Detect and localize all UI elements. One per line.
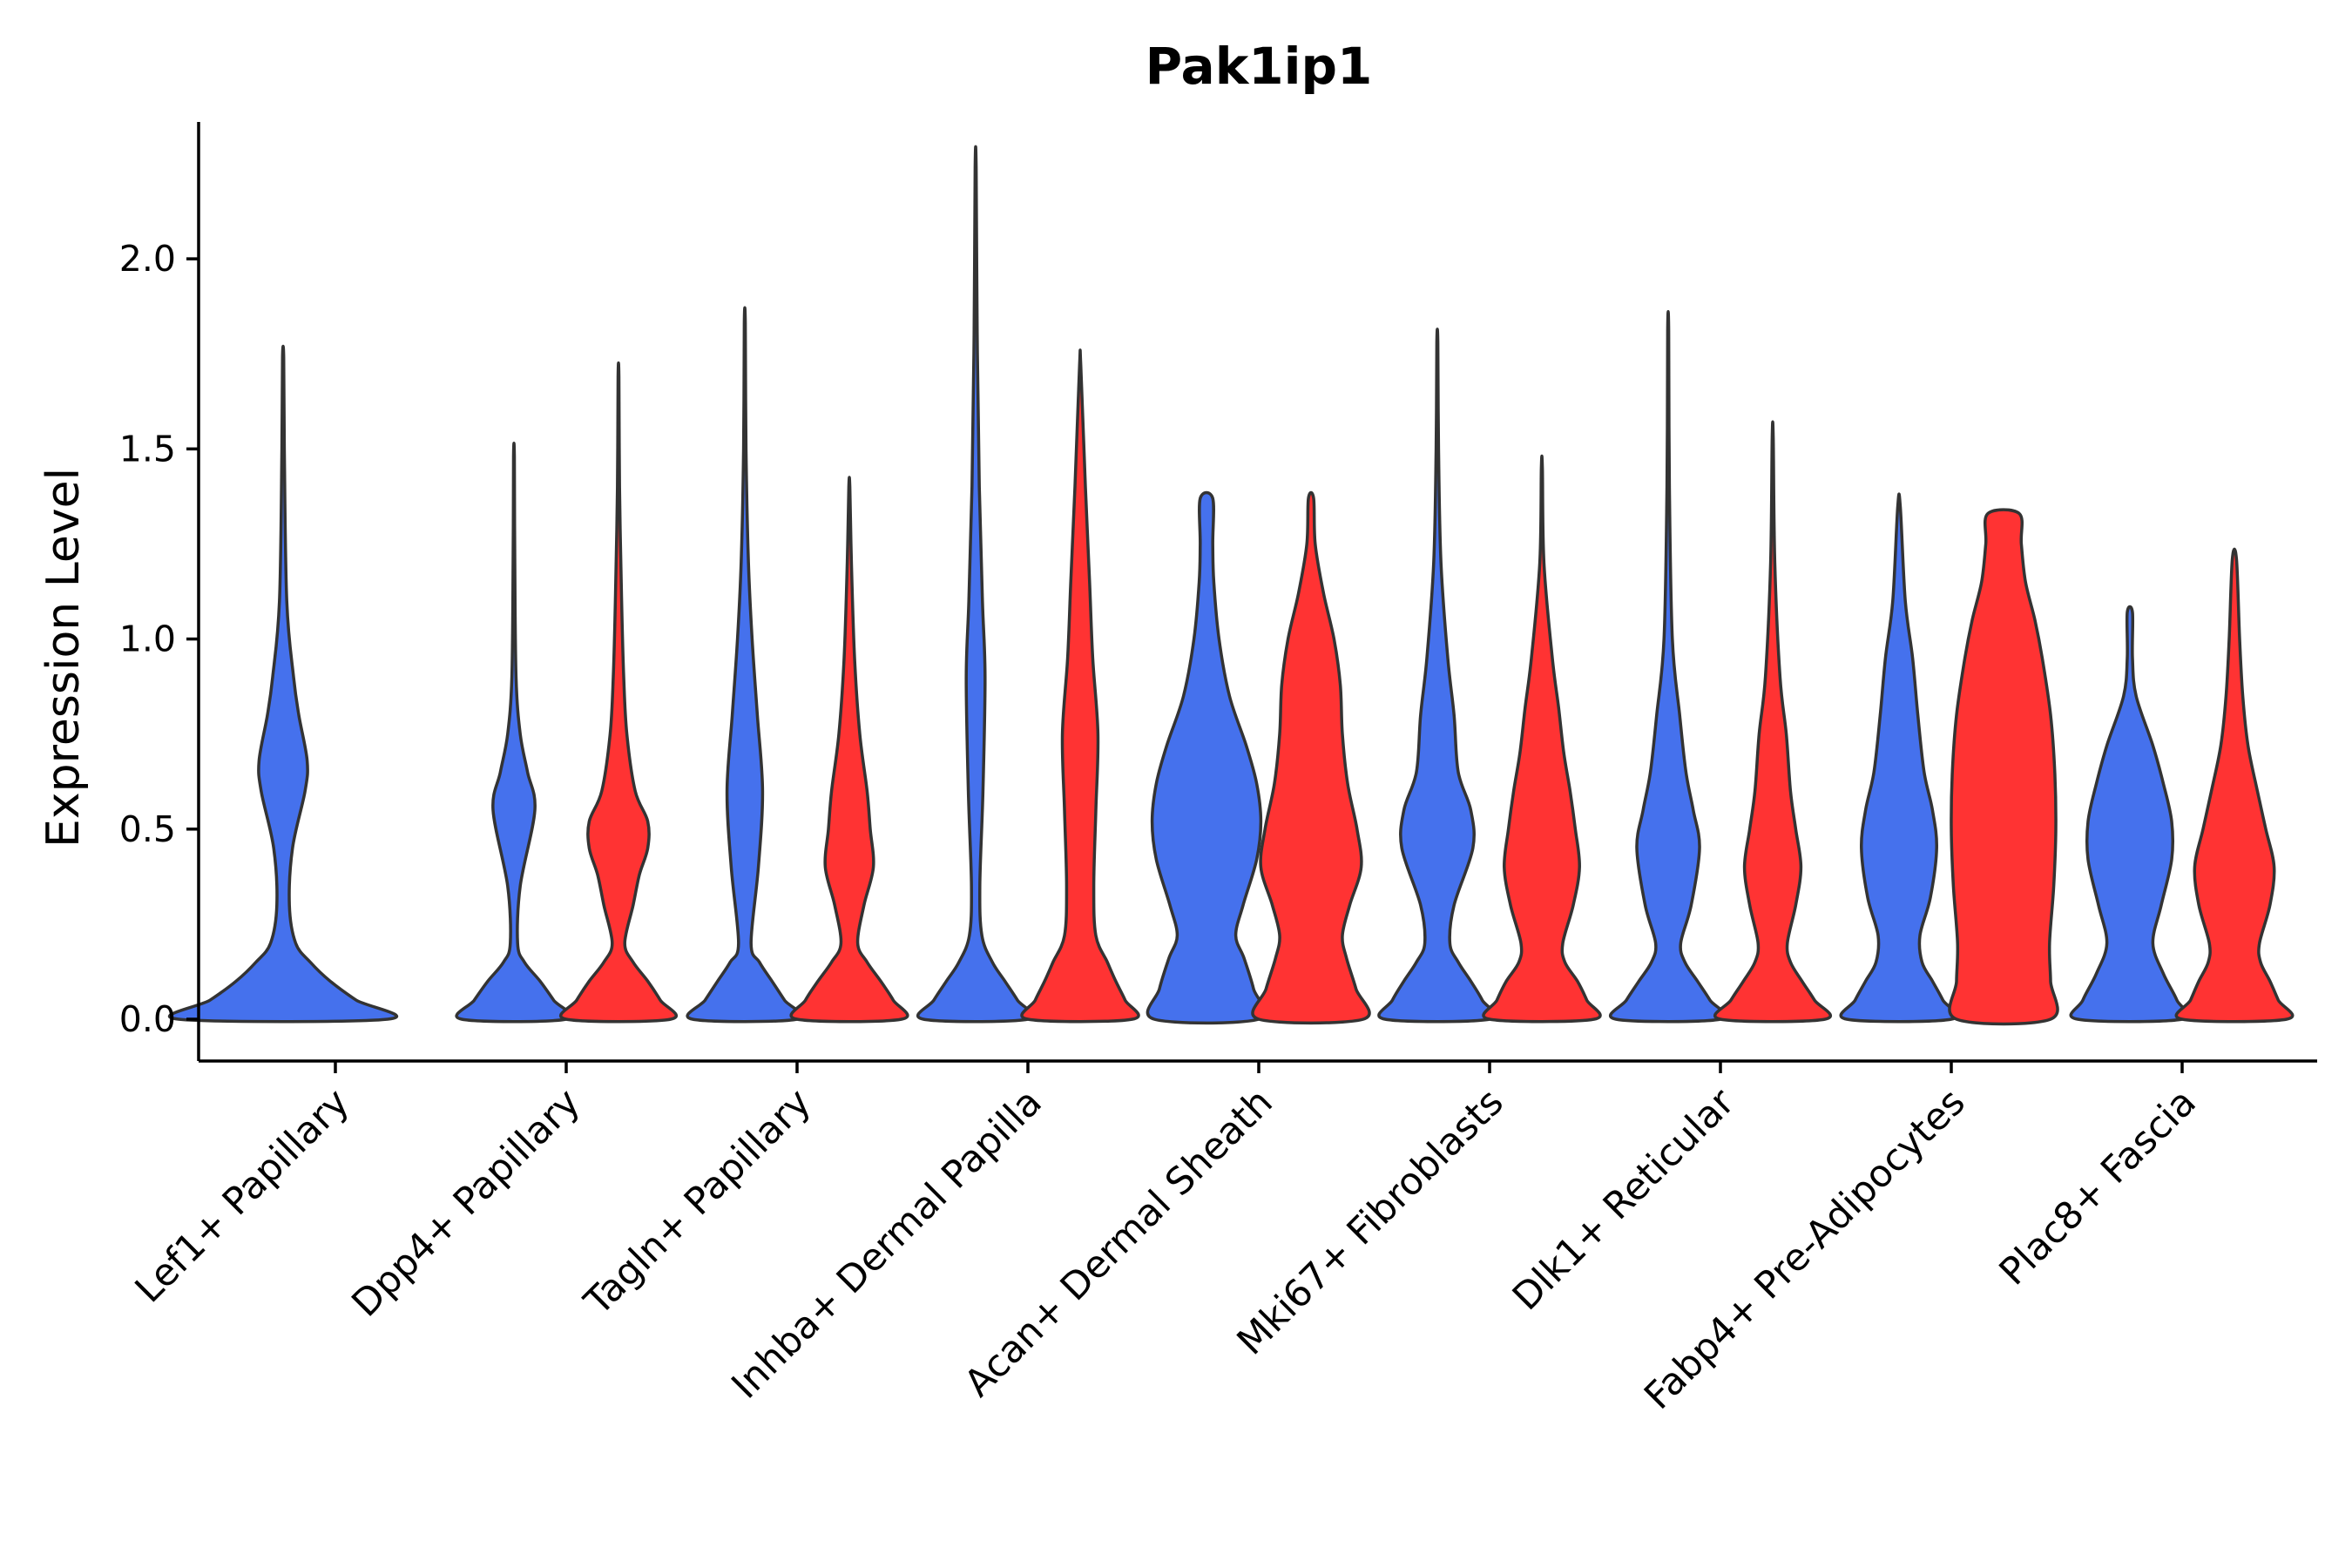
violin-blue-1 bbox=[455, 442, 573, 1024]
violin-blue-4 bbox=[1146, 490, 1267, 1025]
violin-blue-5 bbox=[1377, 328, 1497, 1024]
x-tick-label: Dlk1+ Reticular bbox=[1504, 1080, 1743, 1319]
y-axis-label: Expression Level bbox=[37, 468, 90, 848]
violin-red-4 bbox=[1251, 490, 1371, 1025]
violin-red-8 bbox=[2174, 547, 2295, 1024]
y-tick-label: 1.0 bbox=[119, 618, 176, 660]
x-tick-label: Plac8+ Fascia bbox=[1991, 1080, 2205, 1294]
violin-blue-6 bbox=[1608, 309, 1728, 1024]
violin-blue-7 bbox=[1839, 492, 1959, 1024]
violin-blue-0 bbox=[168, 344, 398, 1024]
y-tick-label: 1.5 bbox=[119, 428, 176, 470]
violin-blue-8 bbox=[2069, 605, 2191, 1024]
violin-marks bbox=[168, 145, 2295, 1026]
y-tick-label: 0.5 bbox=[119, 808, 176, 850]
violin-red-3 bbox=[1020, 348, 1140, 1024]
violin-red-7 bbox=[1948, 508, 2059, 1026]
violin-red-6 bbox=[1713, 420, 1833, 1024]
x-tick-label: Mki67+ Fibroblasts bbox=[1229, 1080, 1512, 1363]
violin-blue-2 bbox=[686, 306, 804, 1024]
violin-red-5 bbox=[1482, 454, 1602, 1024]
chart-title: Pak1ip1 bbox=[1146, 37, 1373, 96]
x-tick-label: Lef1+ Papillary bbox=[127, 1080, 358, 1311]
violin-red-2 bbox=[789, 476, 909, 1024]
y-tick-label: 2.0 bbox=[119, 238, 176, 280]
violin-blue-3 bbox=[916, 145, 1036, 1024]
x-tick-label: Tagln+ Papillary bbox=[576, 1080, 820, 1324]
violin-red-1 bbox=[558, 361, 679, 1024]
x-tick-label: Dpp4+ Papillary bbox=[344, 1080, 589, 1325]
y-tick-label: 0.0 bbox=[119, 998, 176, 1040]
y-axis: 0.0 0.5 1.0 1.5 2.0 bbox=[119, 122, 200, 1061]
